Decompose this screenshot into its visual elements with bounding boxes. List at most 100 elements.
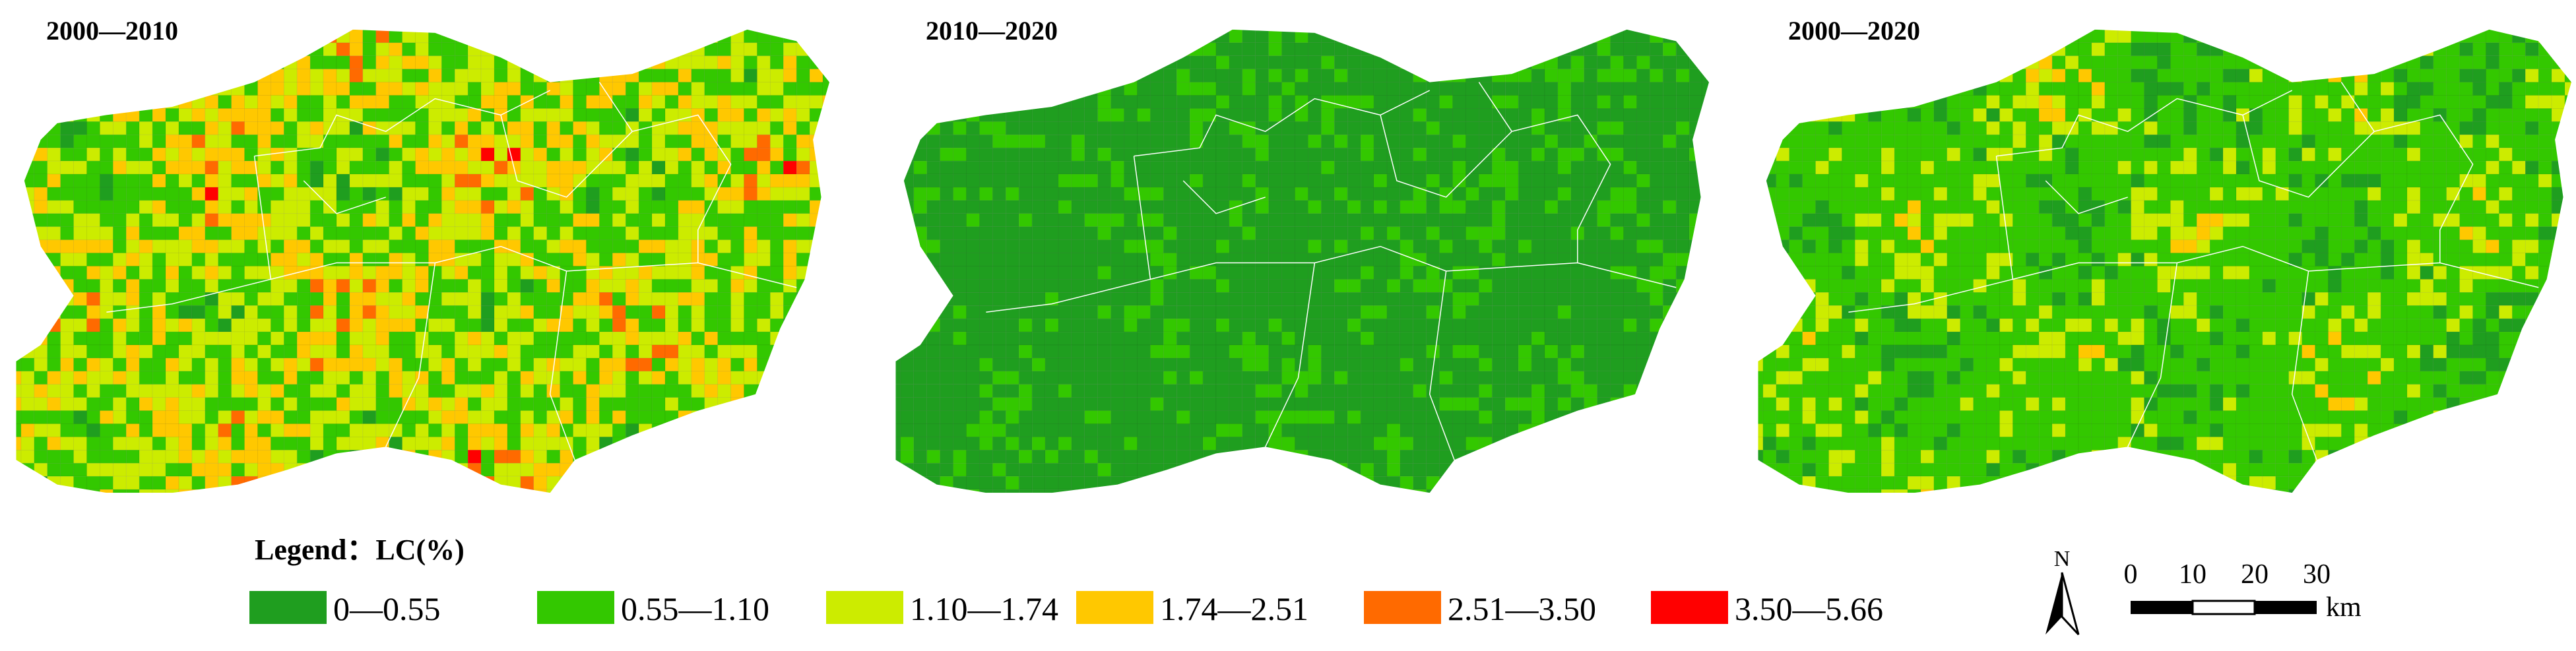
- map-cell: [1320, 239, 1335, 253]
- map-cell: [1426, 42, 1440, 57]
- map-cell: [704, 397, 719, 411]
- map-cell: [1347, 279, 1361, 293]
- map-cell: [1557, 187, 1572, 201]
- map-cell: [1504, 226, 1519, 241]
- map-cell: [1097, 292, 1112, 306]
- map-cell: [1662, 239, 1677, 253]
- map-cell: [1557, 371, 1572, 385]
- map-cell: [1465, 384, 1479, 398]
- map-cell: [1413, 318, 1427, 332]
- map-cell: [992, 213, 1006, 228]
- map-cell: [1557, 410, 1572, 424]
- map-cell: [73, 160, 87, 175]
- map-cell: [480, 55, 495, 70]
- map-cell: [1544, 147, 1559, 162]
- map-cell: [757, 82, 771, 96]
- map-cell: [979, 476, 993, 490]
- map-cell: [1084, 437, 1099, 450]
- map-cell: [1426, 410, 1440, 424]
- map-cell: [1531, 462, 1545, 477]
- map-cell: [1762, 200, 1777, 214]
- map-cell: [560, 253, 573, 266]
- map-cell: [8, 503, 21, 516]
- map-cell: [1544, 449, 1559, 464]
- map-cell: [1386, 423, 1401, 437]
- map-cell: [191, 305, 206, 319]
- map-cell: [16, 344, 22, 359]
- map-cell: [1163, 476, 1177, 490]
- map-cell: [704, 226, 719, 241]
- map-cell: [533, 437, 548, 450]
- map-cell: [1636, 29, 1650, 44]
- map-cell: [1373, 397, 1388, 411]
- map-cell: [1373, 160, 1388, 175]
- map-cell: [992, 55, 1006, 70]
- map-cell: [704, 29, 719, 44]
- map-cell: [507, 134, 521, 148]
- map-cell: [1636, 134, 1650, 148]
- map-cell: [1479, 357, 1493, 372]
- map-cell: [1623, 449, 1637, 464]
- map-cell: [1518, 371, 1532, 385]
- map-cell: [1031, 371, 1046, 385]
- map-cell: [1675, 239, 1690, 253]
- map-cell: [1268, 213, 1282, 228]
- map-cell: [454, 147, 468, 162]
- map-cell: [1702, 55, 1710, 70]
- map-cell: [1334, 384, 1348, 398]
- map-cell: [1373, 266, 1388, 280]
- map-cell: [1176, 239, 1190, 253]
- map-cell: [836, 240, 849, 253]
- map-cell: [152, 279, 166, 293]
- map-cell: [1150, 213, 1164, 228]
- map-cell: [664, 29, 679, 44]
- map-cell: [612, 187, 626, 201]
- map-cell: [1268, 384, 1282, 398]
- map-cell: [1202, 305, 1217, 319]
- map-cell: [1150, 29, 1164, 30]
- map-cell: [1452, 29, 1466, 44]
- map-cell: [1413, 384, 1427, 398]
- map-cell: [1295, 423, 1308, 437]
- map-cell: [1716, 121, 1729, 135]
- map-cell: [178, 437, 193, 450]
- map-cell: [1762, 476, 1777, 490]
- map-cell: [1465, 503, 1479, 516]
- map-cell: [940, 371, 953, 385]
- map-cell: [1544, 226, 1559, 241]
- map-cell: [1360, 253, 1374, 266]
- map-cell: [244, 187, 258, 201]
- map-cell: [1150, 82, 1164, 96]
- map-cell: [1242, 213, 1256, 228]
- map-cell: [1124, 410, 1138, 424]
- map-cell: [1295, 134, 1308, 148]
- map-cell: [47, 397, 61, 411]
- map-cell: [271, 95, 284, 109]
- map-cell: [1281, 95, 1295, 109]
- map-cell: [940, 239, 953, 253]
- map-cell: [205, 305, 219, 319]
- map-cell: [1762, 82, 1777, 96]
- map-cell: [520, 331, 534, 346]
- map-cell: [1268, 42, 1282, 57]
- map-cell: [586, 292, 600, 306]
- map-cell: [1255, 213, 1270, 228]
- map-cell: [1229, 384, 1243, 398]
- map-cell: [1465, 55, 1479, 70]
- map-cell: [415, 292, 429, 306]
- map-cell: [900, 410, 915, 424]
- map-cell: [546, 279, 561, 293]
- map-cell: [218, 187, 232, 201]
- map-cell: [1347, 449, 1361, 464]
- district-border: [1133, 156, 1677, 288]
- map-cell: [86, 95, 100, 109]
- map-cell: [809, 253, 823, 266]
- map-cell: [1758, 213, 1764, 228]
- map-cell: [494, 266, 508, 280]
- map-cell: [625, 331, 639, 346]
- map-cell: [1465, 213, 1479, 228]
- map-cell: [415, 437, 429, 450]
- map-cell: [1439, 82, 1453, 96]
- map-cell: [836, 279, 849, 292]
- map-cell: [1702, 42, 1710, 57]
